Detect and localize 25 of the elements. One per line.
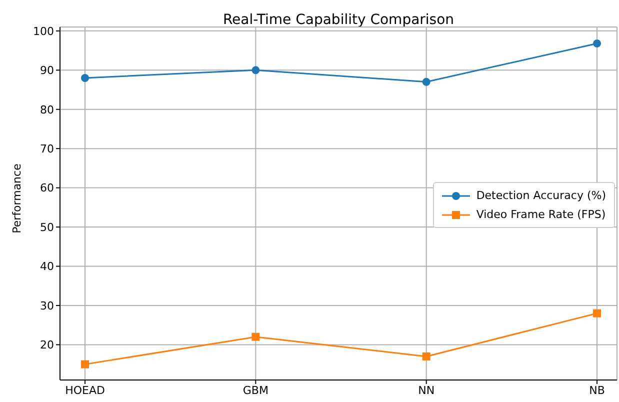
- legend-label: Video Frame Rate (FPS): [476, 208, 606, 221]
- legend-label: Detection Accuracy (%): [476, 189, 606, 202]
- point: [593, 39, 601, 48]
- x-tick-label: GBM: [242, 384, 268, 397]
- y-tick-label: 20: [40, 338, 54, 352]
- point: [252, 332, 260, 341]
- y-tick-label: 40: [40, 260, 54, 274]
- point: [422, 78, 430, 86]
- x-tick-label: NN: [418, 384, 435, 397]
- y-axis-title: Performance: [10, 163, 24, 233]
- point: [593, 309, 601, 318]
- y-tick-label: 50: [40, 220, 54, 234]
- point: [81, 360, 89, 368]
- point: [81, 74, 89, 82]
- y-tick-label: 60: [40, 182, 54, 195]
- y-tick-label: 90: [40, 64, 54, 78]
- point: [252, 66, 260, 74]
- y-tick-label: 70: [40, 142, 54, 156]
- point: [422, 352, 430, 360]
- y-tick-label: 80: [40, 103, 54, 116]
- y-tick-label: 30: [40, 299, 54, 312]
- chart-title: Real-Time Capability Comparison: [222, 12, 456, 28]
- y-tick-label: 100: [33, 24, 54, 38]
- x-tick-label: NB: [589, 384, 605, 397]
- x-tick-label: HOEAD: [65, 384, 105, 397]
